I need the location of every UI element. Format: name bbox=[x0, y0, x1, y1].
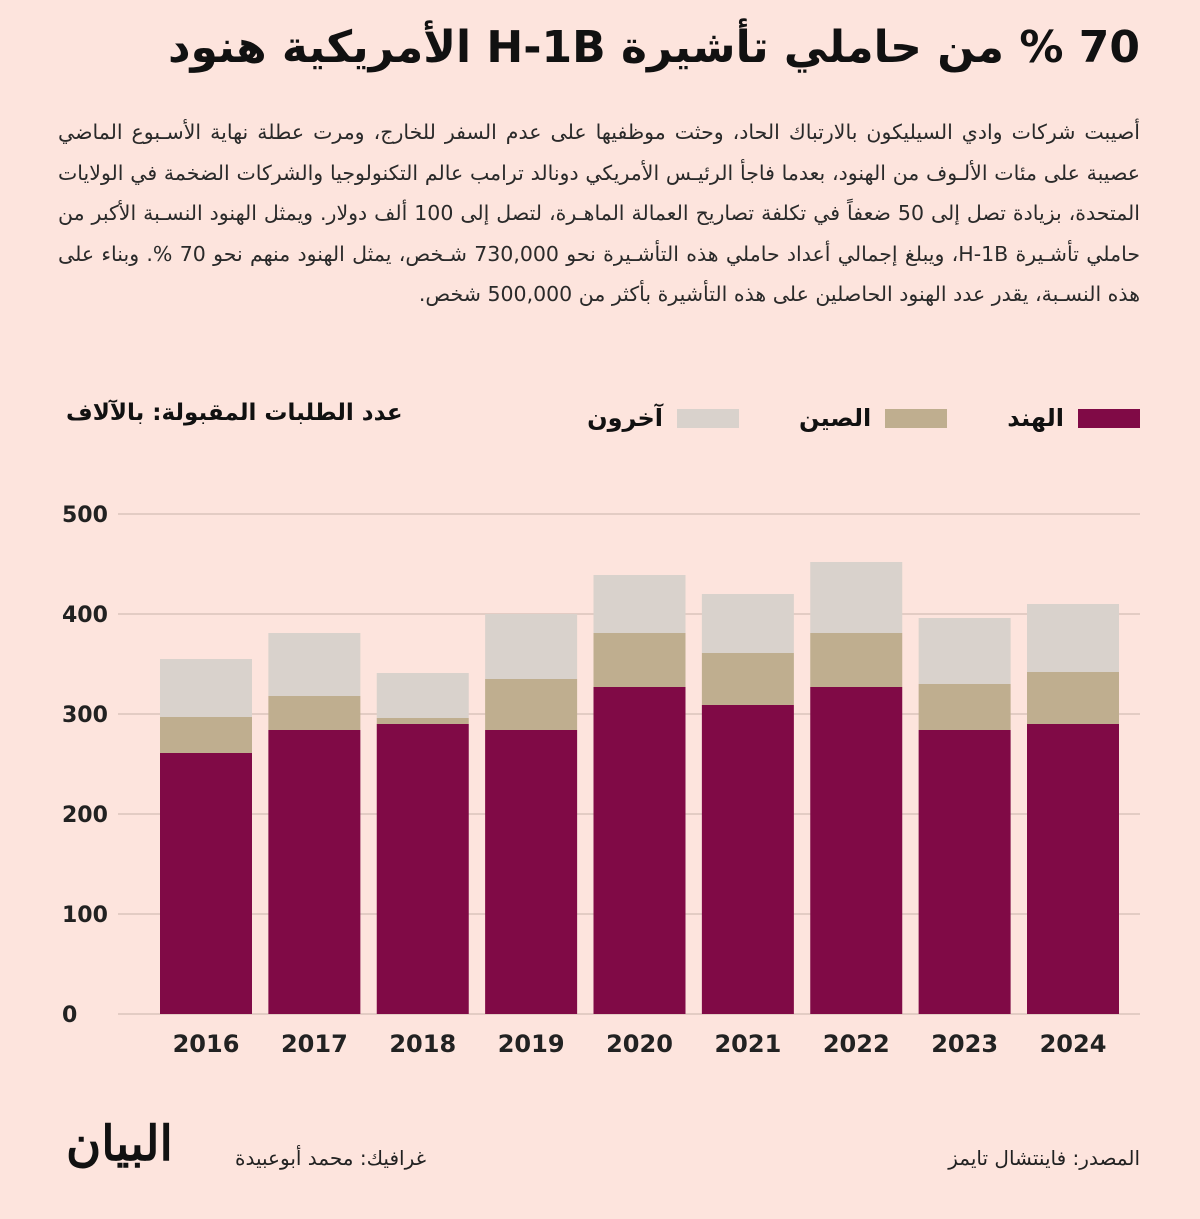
x-tick-label-2024: 2024 bbox=[1040, 1030, 1107, 1058]
legend-label-india: الهند bbox=[1007, 404, 1064, 432]
bar-2017-series-0 bbox=[268, 730, 361, 1014]
y-tick-label-200: 200 bbox=[62, 803, 108, 828]
bar-2021-series-1 bbox=[701, 653, 794, 705]
x-tick-label-2019: 2019 bbox=[498, 1030, 565, 1058]
bar-2018-series-0 bbox=[376, 724, 469, 1014]
y-axis-title: عدد الطلبات المقبولة: بالآلاف bbox=[66, 400, 403, 426]
bar-2019-series-1 bbox=[485, 679, 578, 730]
graphic-credit: غرافيك: محمد أبوعبيدة bbox=[235, 1146, 427, 1170]
y-tick-label-500: 500 bbox=[62, 503, 108, 528]
source-credit: المصدر: فاينتشال تايمز bbox=[948, 1146, 1140, 1170]
bar-2023-series-0 bbox=[918, 730, 1011, 1014]
bar-2020-series-0 bbox=[593, 687, 686, 1014]
x-tick-label-2020: 2020 bbox=[606, 1030, 673, 1058]
y-tick-label-400: 400 bbox=[62, 603, 108, 628]
legend-swatch-others bbox=[676, 408, 739, 428]
x-tick-label-2021: 2021 bbox=[714, 1030, 781, 1058]
x-tick-label-2016: 2016 bbox=[173, 1030, 240, 1058]
bar-2022-series-2 bbox=[810, 562, 903, 633]
bar-2017-series-1 bbox=[268, 696, 361, 730]
legend-label-china: الصين bbox=[798, 404, 872, 432]
bar-2024-series-0 bbox=[1027, 724, 1119, 1014]
bar-2020-series-2 bbox=[593, 575, 686, 633]
legend-swatch-india bbox=[1078, 408, 1140, 428]
bar-2019-series-2 bbox=[485, 614, 578, 679]
bar-2023-series-1 bbox=[918, 684, 1011, 730]
bar-2021-series-2 bbox=[701, 594, 794, 653]
y-tick-label-0: 0 bbox=[62, 1003, 77, 1028]
bar-2016-series-2 bbox=[160, 659, 252, 717]
bar-2018-series-2 bbox=[376, 673, 469, 718]
y-tick-label-300: 300 bbox=[62, 703, 108, 728]
x-tick-label-2017: 2017 bbox=[281, 1030, 348, 1058]
legend-item-india: الهند bbox=[1007, 404, 1140, 432]
albayan-logo: البيان bbox=[66, 1116, 173, 1172]
bar-2019-series-0 bbox=[485, 730, 578, 1014]
y-tick-label-100: 100 bbox=[62, 903, 108, 928]
headline: 70 % من حاملي تأشيرة H-1B الأمريكية هنود bbox=[167, 22, 1140, 73]
bar-2024-series-1 bbox=[1027, 672, 1119, 724]
x-tick-label-2018: 2018 bbox=[389, 1030, 456, 1058]
intro-paragraph: أصيبت شركات وادي السيليكون بالارتباك الح… bbox=[58, 120, 1140, 306]
legend-swatch-china bbox=[885, 408, 948, 428]
bar-2021-series-0 bbox=[701, 705, 794, 1014]
bar-2017-series-2 bbox=[268, 633, 361, 696]
bar-2016-series-0 bbox=[160, 753, 252, 1014]
legend-label-others: آخرون bbox=[587, 404, 663, 432]
x-tick-label-2022: 2022 bbox=[823, 1030, 890, 1058]
bar-2022-series-0 bbox=[810, 687, 903, 1014]
bar-2018-series-1 bbox=[376, 718, 469, 724]
chart-legend: الهند الصين آخرون bbox=[587, 404, 1140, 432]
stacked-bar-chart: 0 100 200 300 400 500 2016 2017 2018 2019 2020 2021… bbox=[62, 503, 1140, 1058]
bar-2022-series-1 bbox=[810, 633, 903, 687]
legend-item-china: الصين bbox=[798, 404, 948, 432]
x-tick-label-2023: 2023 bbox=[931, 1030, 998, 1058]
bar-2023-series-2 bbox=[918, 618, 1011, 684]
bar-2020-series-1 bbox=[593, 633, 686, 687]
bar-2016-series-1 bbox=[160, 717, 252, 753]
legend-item-others: آخرون bbox=[587, 404, 739, 432]
bar-2024-series-2 bbox=[1027, 604, 1119, 672]
